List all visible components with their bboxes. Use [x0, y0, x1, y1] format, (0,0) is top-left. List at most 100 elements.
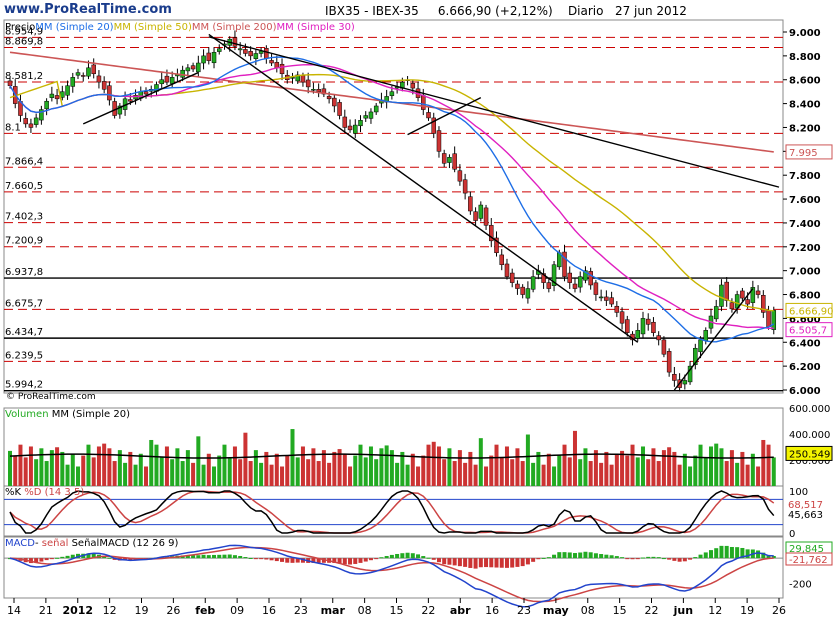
candle-body: [201, 55, 206, 64]
candle-body: [703, 330, 709, 341]
macd-histogram-bar: [389, 554, 394, 559]
macd-signal-line: [9, 546, 774, 603]
level-label: 6.675,7: [5, 298, 43, 309]
candle-body: [65, 85, 70, 96]
macd-histogram-bar: [348, 558, 353, 565]
candle-body: [217, 48, 222, 52]
volume-bar: [39, 448, 44, 486]
price-axis-label: 7.800: [789, 171, 821, 182]
candle-body: [248, 51, 253, 57]
period-label: Diario: [567, 4, 604, 18]
candle-body: [729, 302, 735, 310]
volume-bar: [682, 453, 687, 486]
volume-bar: [646, 459, 651, 486]
macd-histogram-bar: [217, 554, 222, 559]
macd-legend-b: señal: [41, 538, 69, 549]
candle-body: [598, 296, 604, 299]
candle-body: [666, 351, 672, 373]
macd-histogram-bar: [552, 554, 557, 559]
candle-body: [682, 380, 688, 385]
macd-histogram-bar: [714, 548, 719, 559]
candle-body: [107, 85, 112, 101]
macd-histogram-bar: [578, 552, 583, 559]
macd-histogram-bar: [463, 558, 468, 567]
volume-bar: [81, 455, 86, 486]
macd-histogram-bar: [672, 558, 677, 561]
candle-body: [499, 254, 504, 265]
candle-body: [604, 296, 609, 301]
volume-bar: [604, 451, 609, 486]
stoch-legend-b: %D (14 3 5): [24, 487, 85, 498]
price-axis-label: 6.400: [789, 338, 821, 349]
level-label: 5.994,2: [5, 380, 43, 391]
macd-histogram-bar: [400, 553, 405, 559]
candle-body: [363, 115, 368, 119]
volume-sma-line: [9, 453, 774, 459]
macd-histogram-bar: [698, 554, 703, 559]
volume-bar: [96, 446, 101, 486]
macd-histogram-bar: [756, 550, 761, 559]
candle-body: [321, 88, 327, 95]
price-axis-label: 7.200: [789, 243, 821, 254]
macd-histogram-bar: [531, 558, 536, 562]
volume-bar: [426, 444, 431, 486]
volume-bar: [253, 450, 258, 486]
candle-body: [583, 270, 588, 281]
level-label: 7.660,5: [5, 181, 43, 192]
x-axis-label: 12: [103, 604, 117, 617]
candle-body: [441, 153, 447, 164]
volume-bar: [609, 464, 614, 486]
macd-histogram-bar: [238, 555, 243, 559]
volume-bar: [667, 447, 672, 486]
volume-bar: [144, 466, 149, 486]
macd-histogram-bar: [541, 557, 546, 559]
price-legend-item: MM (Simple 50): [113, 22, 192, 33]
x-axis-label: jun: [673, 604, 693, 617]
x-axis-label: 22: [645, 604, 659, 617]
macd-histogram-bar: [484, 558, 489, 568]
volume-bar: [489, 455, 494, 486]
macd-histogram-bar: [358, 558, 363, 563]
macd-histogram-bar: [703, 552, 708, 559]
stoch-d-line: [9, 490, 775, 534]
volume-legend-a: Volumen: [5, 409, 49, 420]
price-axis-label: 6.000: [789, 386, 821, 397]
level-label: 7.402,3: [5, 212, 43, 223]
volume-bar: [384, 445, 389, 486]
candle-body: [593, 282, 599, 295]
macd-histogram-bar: [499, 558, 504, 568]
price-axis-label: 7.400: [789, 219, 821, 230]
volume-value-tag-label: 250.549: [789, 449, 830, 460]
macd-legend-c: SeñalMACD (12 26 9): [71, 538, 179, 549]
x-axis-label: 19: [740, 604, 754, 617]
price-axis-label: 6.600: [789, 314, 821, 325]
volume-bar: [740, 451, 745, 486]
candle-body: [39, 109, 44, 121]
x-axis-label: feb: [195, 604, 215, 617]
macd-histogram-bar: [525, 558, 530, 565]
macd-histogram-bar: [34, 558, 39, 563]
macd-histogram-bar: [410, 553, 415, 559]
candle-body: [332, 97, 337, 107]
candle-body: [489, 225, 494, 242]
volume-bar: [138, 453, 143, 486]
price-axis-label: 8.400: [789, 100, 821, 111]
x-axis-label: 26: [772, 604, 786, 617]
macd-histogram-bar: [232, 555, 237, 559]
macd-legend: MACD- señal SeñalMACD (12 26 9): [5, 538, 179, 549]
price-value-tag: [785, 144, 833, 160]
volume-bar: [238, 459, 243, 486]
macd-histogram-bar: [572, 553, 577, 559]
macd-histogram-bar: [745, 549, 750, 559]
volume-bar: [259, 462, 264, 486]
volume-bar: [562, 444, 567, 486]
volume-bar: [484, 466, 489, 486]
volume-bar: [724, 461, 729, 486]
volume-bar: [766, 444, 771, 486]
macd-histogram-bar: [609, 555, 614, 559]
candle-body: [269, 60, 274, 64]
macd-histogram-bar: [227, 554, 232, 559]
macd-histogram-bar: [625, 558, 630, 560]
price-legend-item: MM (Simple 200): [191, 22, 277, 33]
